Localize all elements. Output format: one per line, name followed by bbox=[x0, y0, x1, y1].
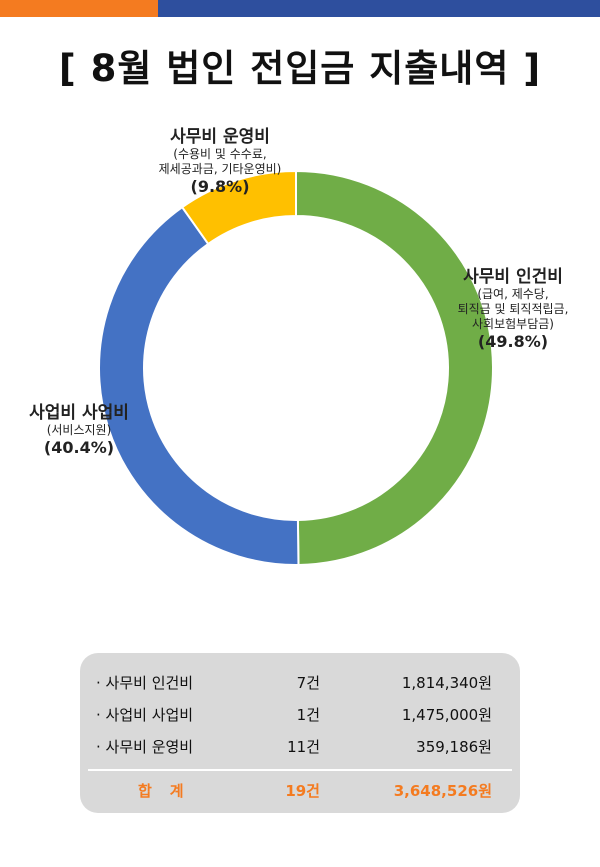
slice-office-personnel bbox=[295, 169, 494, 566]
top-bar-orange bbox=[0, 0, 158, 17]
slice-detail: 사회보험부담금) bbox=[472, 317, 554, 331]
slice-name: 사무비 운영비 bbox=[170, 127, 270, 147]
slice-project bbox=[98, 205, 300, 566]
row-count: 7건 bbox=[296, 674, 320, 692]
row-count: 1건 bbox=[296, 706, 320, 724]
slice-detail: (수용비 및 수수료, bbox=[173, 147, 267, 161]
row-amount: 1,475,000원 bbox=[401, 706, 492, 724]
slice-office-operating bbox=[180, 169, 297, 246]
slice-name: 사업비 사업비 bbox=[29, 403, 129, 423]
row-amount: 1,814,340원 bbox=[401, 674, 492, 692]
top-bar-blue bbox=[158, 0, 600, 17]
label-office-operating: 사무비 운영비 (수용비 및 수수료, 제세공과금, 기타운영비) (9.8%) bbox=[120, 122, 320, 196]
summary-table: · 사무비 인건비 7건 1,814,340원 · 사업비 사업비 1건 1,4… bbox=[80, 653, 520, 813]
table-row: · 사업비 사업비 1건 1,475,000원 bbox=[80, 699, 520, 729]
slice-detail: (서비스지원) bbox=[46, 423, 112, 437]
page-title: [ 8월 법인 전입금 지출내역 ] bbox=[58, 47, 542, 90]
slice-detail: 제세공과금, 기타운영비) bbox=[158, 162, 282, 176]
slice-name: 사무비 인건비 bbox=[463, 267, 563, 287]
donut-chart bbox=[98, 169, 494, 566]
slice-percent: (9.8%) bbox=[190, 177, 250, 196]
slice-percent: (49.8%) bbox=[477, 332, 549, 351]
table-row: · 사무비 인건비 7건 1,814,340원 bbox=[80, 667, 520, 697]
label-project: 사업비 사업비 (서비스지원) (40.4%) bbox=[4, 398, 154, 457]
top-accent-bar bbox=[0, 0, 600, 17]
total-row: 합계 19건 3,648,526원 bbox=[80, 775, 520, 805]
total-count: 19건 bbox=[285, 782, 320, 800]
slice-detail: (급여, 제수당, bbox=[477, 287, 549, 301]
slice-detail: 퇴직금 및 퇴직적립금, bbox=[457, 302, 569, 316]
total-amount: 3,648,526원 bbox=[393, 782, 492, 800]
label-office-personnel: 사무비 인건비 (급여, 제수당, 퇴직금 및 퇴직적립금, 사회보험부담금) … bbox=[428, 262, 598, 351]
table-row: · 사무비 운영비 11건 359,186원 bbox=[80, 731, 520, 761]
slice-percent: (40.4%) bbox=[43, 438, 115, 457]
row-amount: 359,186원 bbox=[416, 738, 492, 756]
table-divider bbox=[88, 769, 512, 771]
row-label: · 사무비 인건비 bbox=[96, 674, 194, 692]
row-label: · 사무비 운영비 bbox=[96, 738, 194, 756]
row-count: 11건 bbox=[287, 738, 320, 756]
row-label: · 사업비 사업비 bbox=[96, 706, 194, 724]
total-label: 합계 bbox=[138, 782, 202, 800]
